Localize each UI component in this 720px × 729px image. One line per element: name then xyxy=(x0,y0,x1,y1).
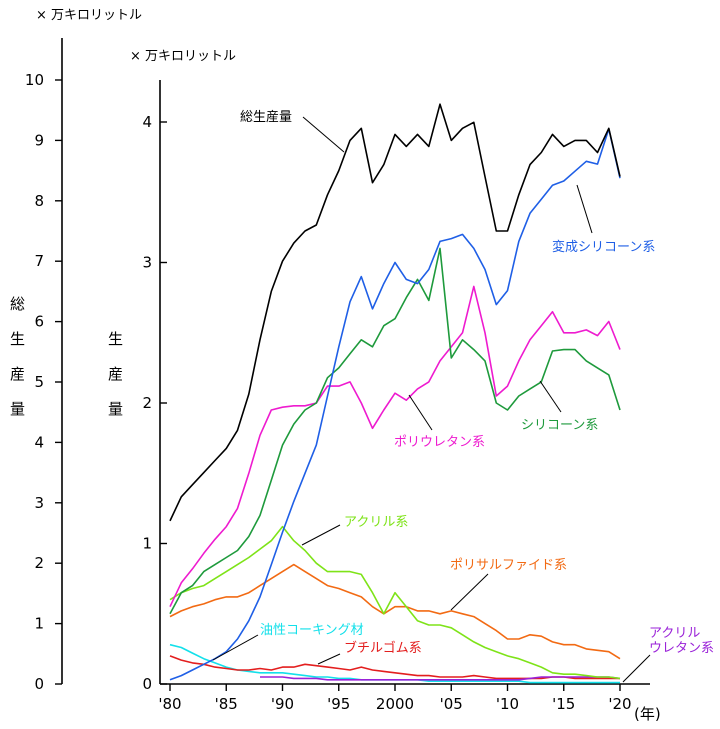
left-tick-label: 3 xyxy=(34,494,44,512)
x-tick-label: '95 xyxy=(327,695,350,713)
left-axis-title-char: 総 xyxy=(10,295,25,313)
x-tick-label: '10 xyxy=(496,695,519,713)
x-tick-label: '90 xyxy=(271,695,294,713)
label-leader-line xyxy=(317,653,341,665)
left-tick-label: 9 xyxy=(34,131,44,149)
label-leader-line xyxy=(622,654,651,683)
label-layer: 総生産量変成シリコーン系シリコーン系ポリウレタン系アクリル系ポリサルファイド系油… xyxy=(212,109,714,683)
right-axis-title-char: 生 xyxy=(108,330,123,348)
series-label: 油性コーキング材 xyxy=(260,623,364,638)
left-tick-label: 10 xyxy=(25,71,44,89)
x-tick-label: '80 xyxy=(158,695,181,713)
series-label: ポリウレタン系 xyxy=(394,435,485,450)
right-axis-unit: × 万キロリットル xyxy=(130,49,236,64)
left-tick-label: 1 xyxy=(34,615,44,633)
left-tick-label: 2 xyxy=(34,554,44,572)
series-label: ブチルゴム系 xyxy=(344,640,422,656)
left-axis-title-char: 産 xyxy=(10,365,25,383)
x-tick-label: 2000 xyxy=(376,695,414,713)
series-line-2 xyxy=(169,247,621,615)
x-tick-label: '15 xyxy=(552,695,575,713)
right-axis-title-char: 量 xyxy=(108,400,123,418)
right-axis-title-char: 産 xyxy=(108,365,123,383)
right-tick-label: 0 xyxy=(142,675,152,693)
series-line-8 xyxy=(260,676,621,681)
left-tick-label: 5 xyxy=(34,373,44,391)
series-line-4 xyxy=(169,525,621,680)
series-line-3 xyxy=(169,285,621,608)
label-leader-line xyxy=(576,184,593,234)
left-tick-label: 6 xyxy=(34,313,44,331)
left-axis-title-char: 量 xyxy=(10,400,25,418)
series-line-1 xyxy=(169,128,621,681)
left-axis-title: 総 生 産 量 xyxy=(10,295,25,418)
label-leader-line xyxy=(408,394,433,431)
right-axis-ticks: 0 1 2 3 4 xyxy=(142,113,167,693)
left-tick-label: 4 xyxy=(34,433,44,451)
left-tick-label: 7 xyxy=(34,252,44,270)
label-leader-line xyxy=(212,634,259,661)
x-tick-label: '20 xyxy=(608,695,631,713)
left-axis-unit: × 万キロリットル xyxy=(36,8,142,23)
label-leader-line xyxy=(302,116,345,153)
right-tick-label: 4 xyxy=(142,113,152,131)
label-leader-line xyxy=(301,524,341,546)
series-label: アクリル系 xyxy=(344,515,408,530)
series-label: ポリサルファイド系 xyxy=(450,558,567,573)
left-tick-label: 8 xyxy=(34,192,44,210)
right-tick-label: 2 xyxy=(142,394,152,412)
series-label: 総生産量 xyxy=(240,109,292,125)
left-tick-label: 0 xyxy=(34,675,44,693)
left-axis-title-char: 生 xyxy=(10,330,25,348)
right-axis-title: 生 産 量 xyxy=(108,330,123,418)
x-axis-ticks: '80 '85 '90 '95 2000 '05 '10 '15 '20 xyxy=(158,684,632,713)
label-leader-line xyxy=(539,380,562,413)
series-label: シリコーン系 xyxy=(521,418,598,433)
x-axis-unit: (年) xyxy=(634,705,661,723)
series-label: 変成シリコーン系 xyxy=(552,239,655,255)
series-layer xyxy=(169,103,621,684)
series-line-0 xyxy=(169,103,621,522)
series-label: アクリル xyxy=(649,626,700,641)
series-label: ウレタン系 xyxy=(649,641,714,656)
left-axis-ticks: 0 1 2 3 4 5 6 7 8 9 10 xyxy=(25,71,62,693)
series-line-5 xyxy=(169,563,621,660)
x-tick-label: '05 xyxy=(440,695,463,713)
label-leader-line xyxy=(450,573,489,611)
right-tick-label: 3 xyxy=(142,254,152,272)
right-tick-label: 1 xyxy=(142,535,152,553)
series-line-7 xyxy=(169,655,620,680)
x-tick-label: '85 xyxy=(215,695,238,713)
